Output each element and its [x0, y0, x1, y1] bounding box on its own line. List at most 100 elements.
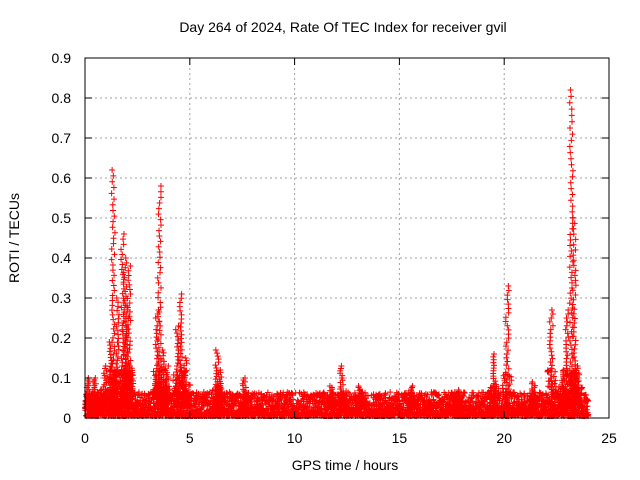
- data-point: [126, 286, 133, 293]
- data-point: [155, 344, 162, 351]
- data-point: [115, 400, 122, 407]
- data-point: [119, 261, 126, 268]
- data-point: [110, 334, 117, 341]
- data-point: [127, 338, 134, 345]
- data-point: [155, 360, 162, 367]
- data-point: [156, 308, 163, 315]
- data-point: [152, 341, 159, 348]
- data-point: [174, 363, 181, 370]
- data-point: [118, 246, 125, 253]
- data-point: [111, 369, 118, 376]
- data-point: [110, 316, 117, 323]
- data-point: [155, 289, 162, 296]
- data-point: [111, 196, 118, 203]
- data-point: [155, 313, 162, 320]
- data-point: [177, 343, 184, 350]
- data-point: [178, 346, 185, 353]
- data-point: [123, 398, 130, 405]
- data-point: [173, 391, 180, 398]
- data-point: [111, 287, 118, 294]
- data-point: [111, 229, 118, 236]
- data-point: [126, 300, 133, 307]
- data-point: [326, 383, 333, 389]
- data-point: [244, 399, 251, 406]
- data-point: [435, 392, 442, 399]
- data-point: [170, 371, 177, 378]
- data-point: [122, 264, 129, 271]
- data-point: [177, 335, 184, 342]
- data-point: [157, 188, 164, 195]
- data-point: [115, 299, 122, 306]
- data-point: [160, 349, 167, 356]
- data-point: [175, 375, 182, 382]
- data-point: [212, 362, 219, 369]
- data-point: [110, 352, 117, 359]
- data-point: [113, 350, 120, 357]
- data-point: [114, 364, 121, 371]
- data-point: [120, 236, 127, 243]
- data-point: [219, 391, 226, 398]
- data-point: [109, 167, 116, 173]
- data-point: [543, 391, 550, 398]
- data-point: [109, 261, 116, 268]
- data-point: [274, 390, 281, 397]
- data-point: [110, 282, 117, 289]
- data-point: [124, 304, 131, 311]
- data-point: [111, 251, 118, 258]
- data-point: [241, 391, 248, 398]
- data-point: [184, 393, 191, 400]
- data-point: [155, 205, 162, 212]
- data-point: [324, 399, 331, 406]
- data-point: [123, 326, 130, 333]
- data-point: [173, 395, 180, 402]
- data-point: [585, 411, 592, 418]
- data-point: [123, 303, 130, 309]
- data-point: [178, 291, 185, 297]
- data-point: [157, 194, 164, 201]
- data-point: [116, 370, 123, 377]
- data-point: [178, 354, 185, 361]
- data-point: [521, 390, 528, 397]
- data-point: [120, 319, 127, 326]
- data-point: [172, 326, 179, 333]
- data-point: [115, 315, 122, 322]
- data-point: [155, 243, 162, 250]
- data-point: [128, 385, 135, 392]
- data-point: [214, 388, 221, 395]
- data-point: [157, 331, 164, 338]
- data-point: [111, 343, 118, 350]
- data-point: [122, 255, 129, 261]
- data-point: [156, 327, 163, 334]
- data-point: [157, 238, 164, 245]
- data-point: [154, 367, 161, 374]
- data-point: [174, 376, 181, 383]
- data-point: [116, 380, 123, 387]
- data-point: [113, 295, 120, 301]
- data-point: [253, 390, 260, 397]
- data-point: [120, 269, 127, 276]
- data-point: [119, 251, 126, 258]
- data-point: [514, 393, 521, 400]
- data-point: [186, 389, 193, 396]
- data-point: [254, 395, 261, 402]
- data-point: [214, 353, 221, 360]
- data-point: [243, 406, 250, 413]
- data-point: [160, 389, 167, 396]
- data-point: [119, 359, 126, 366]
- data-point: [174, 343, 181, 350]
- data-point: [212, 399, 219, 406]
- data-point: [155, 279, 162, 286]
- data-point: [109, 267, 116, 274]
- data-point: [153, 374, 160, 381]
- data-point: [156, 380, 163, 387]
- data-point: [162, 383, 169, 390]
- data-point: [121, 274, 128, 281]
- data-point: [129, 389, 136, 396]
- data-point: [289, 390, 296, 397]
- data-point: [216, 405, 223, 412]
- data-point: [264, 389, 271, 396]
- data-point: [92, 375, 99, 381]
- data-point: [176, 357, 183, 364]
- data-point: [107, 345, 114, 352]
- data-point: [124, 334, 131, 341]
